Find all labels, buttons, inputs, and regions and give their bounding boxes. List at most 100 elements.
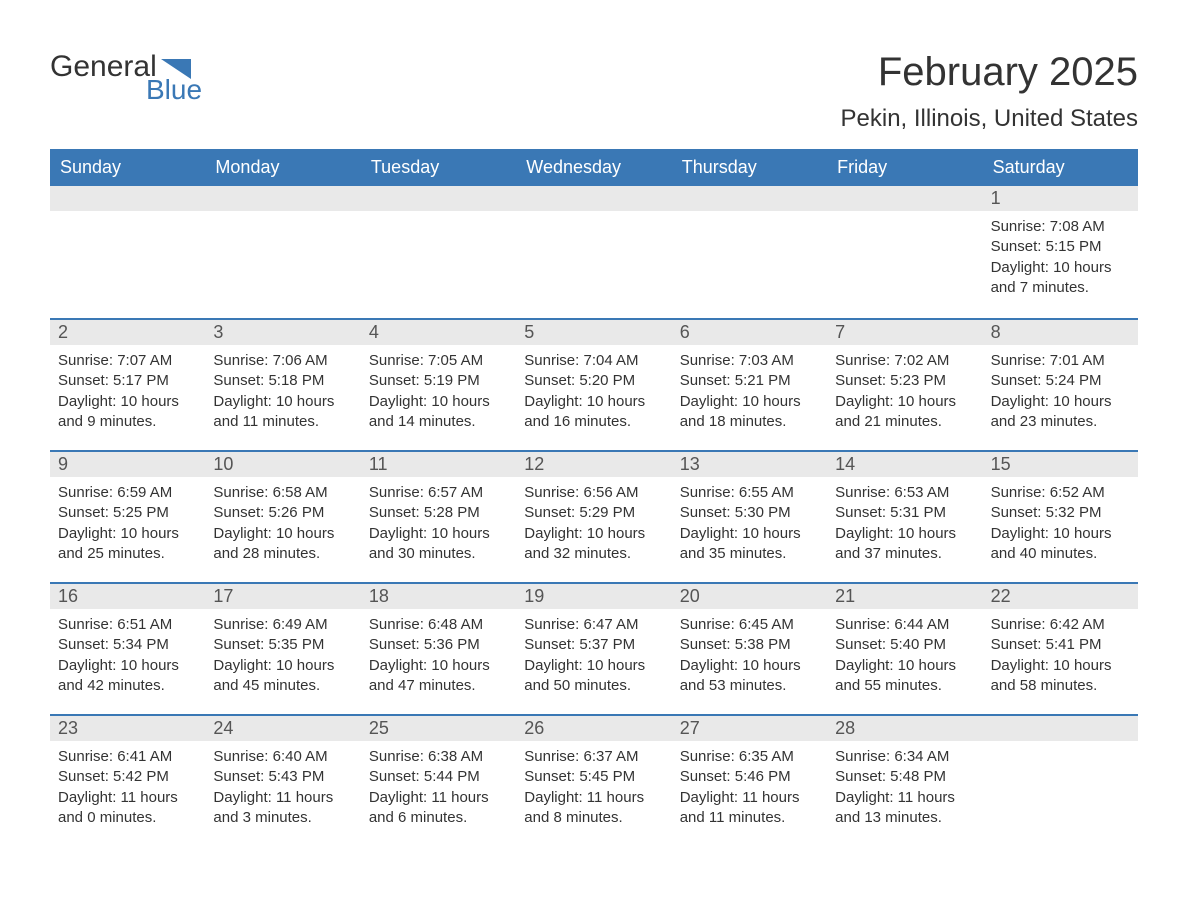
location-subtitle: Pekin, Illinois, United States (841, 105, 1138, 133)
sunrise-text: Sunrise: 6:34 AM (835, 747, 974, 767)
sunrise-text: Sunrise: 6:38 AM (369, 747, 508, 767)
sunrise-text: Sunrise: 6:41 AM (58, 747, 197, 767)
sunset-text: Sunset: 5:46 PM (680, 767, 819, 787)
sunset-text: Sunset: 5:36 PM (369, 635, 508, 655)
day-cell: 28Sunrise: 6:34 AMSunset: 5:48 PMDayligh… (827, 716, 982, 832)
day-number: 22 (983, 584, 1138, 609)
dow-friday: Friday (827, 149, 982, 186)
sunset-text: Sunset: 5:17 PM (58, 371, 197, 391)
calendar-week: 23Sunrise: 6:41 AMSunset: 5:42 PMDayligh… (50, 714, 1138, 832)
day-cell: 18Sunrise: 6:48 AMSunset: 5:36 PMDayligh… (361, 584, 516, 700)
day-details: Sunrise: 6:56 AMSunset: 5:29 PMDaylight:… (516, 477, 671, 568)
day-number: 3 (205, 320, 360, 345)
day-number (516, 186, 671, 211)
day-number: 9 (50, 452, 205, 477)
day-cell (827, 186, 982, 304)
day-cell: 15Sunrise: 6:52 AMSunset: 5:32 PMDayligh… (983, 452, 1138, 568)
daylight-text: Daylight: 10 hours and 50 minutes. (524, 656, 663, 697)
dow-wednesday: Wednesday (516, 149, 671, 186)
logo-text-blue: Blue (146, 74, 202, 106)
weeks-container: 1Sunrise: 7:08 AMSunset: 5:15 PMDaylight… (50, 186, 1138, 832)
logo: General Blue (50, 50, 202, 106)
day-cell: 17Sunrise: 6:49 AMSunset: 5:35 PMDayligh… (205, 584, 360, 700)
day-cell (516, 186, 671, 304)
day-number: 17 (205, 584, 360, 609)
day-details: Sunrise: 7:04 AMSunset: 5:20 PMDaylight:… (516, 345, 671, 436)
day-number: 5 (516, 320, 671, 345)
daylight-text: Daylight: 10 hours and 47 minutes. (369, 656, 508, 697)
day-number: 26 (516, 716, 671, 741)
day-number (50, 186, 205, 211)
sunrise-text: Sunrise: 6:42 AM (991, 615, 1130, 635)
sunset-text: Sunset: 5:30 PM (680, 503, 819, 523)
day-number: 15 (983, 452, 1138, 477)
sunset-text: Sunset: 5:26 PM (213, 503, 352, 523)
daylight-text: Daylight: 10 hours and 9 minutes. (58, 392, 197, 433)
sunrise-text: Sunrise: 6:35 AM (680, 747, 819, 767)
daylight-text: Daylight: 10 hours and 18 minutes. (680, 392, 819, 433)
sunrise-text: Sunrise: 7:04 AM (524, 351, 663, 371)
day-details: Sunrise: 7:05 AMSunset: 5:19 PMDaylight:… (361, 345, 516, 436)
day-cell (50, 186, 205, 304)
day-cell (205, 186, 360, 304)
day-details: Sunrise: 7:03 AMSunset: 5:21 PMDaylight:… (672, 345, 827, 436)
daylight-text: Daylight: 11 hours and 13 minutes. (835, 788, 974, 829)
day-cell: 11Sunrise: 6:57 AMSunset: 5:28 PMDayligh… (361, 452, 516, 568)
daylight-text: Daylight: 10 hours and 25 minutes. (58, 524, 197, 565)
day-cell: 14Sunrise: 6:53 AMSunset: 5:31 PMDayligh… (827, 452, 982, 568)
day-cell: 25Sunrise: 6:38 AMSunset: 5:44 PMDayligh… (361, 716, 516, 832)
sunrise-text: Sunrise: 6:48 AM (369, 615, 508, 635)
daylight-text: Daylight: 10 hours and 32 minutes. (524, 524, 663, 565)
sunrise-text: Sunrise: 6:37 AM (524, 747, 663, 767)
day-number: 11 (361, 452, 516, 477)
sunset-text: Sunset: 5:20 PM (524, 371, 663, 391)
sunset-text: Sunset: 5:42 PM (58, 767, 197, 787)
sunrise-text: Sunrise: 6:44 AM (835, 615, 974, 635)
sunrise-text: Sunrise: 6:45 AM (680, 615, 819, 635)
sunset-text: Sunset: 5:45 PM (524, 767, 663, 787)
daylight-text: Daylight: 10 hours and 28 minutes. (213, 524, 352, 565)
sunrise-text: Sunrise: 6:55 AM (680, 483, 819, 503)
day-cell: 16Sunrise: 6:51 AMSunset: 5:34 PMDayligh… (50, 584, 205, 700)
day-number: 19 (516, 584, 671, 609)
sunrise-text: Sunrise: 6:56 AM (524, 483, 663, 503)
day-number: 10 (205, 452, 360, 477)
day-cell: 4Sunrise: 7:05 AMSunset: 5:19 PMDaylight… (361, 320, 516, 436)
day-number: 14 (827, 452, 982, 477)
title-block: February 2025 Pekin, Illinois, United St… (841, 50, 1138, 133)
day-details: Sunrise: 6:58 AMSunset: 5:26 PMDaylight:… (205, 477, 360, 568)
sunrise-text: Sunrise: 7:07 AM (58, 351, 197, 371)
day-details: Sunrise: 6:53 AMSunset: 5:31 PMDaylight:… (827, 477, 982, 568)
day-number (205, 186, 360, 211)
day-cell: 1Sunrise: 7:08 AMSunset: 5:15 PMDaylight… (983, 186, 1138, 304)
sunset-text: Sunset: 5:25 PM (58, 503, 197, 523)
sunset-text: Sunset: 5:29 PM (524, 503, 663, 523)
sunset-text: Sunset: 5:18 PM (213, 371, 352, 391)
day-cell: 24Sunrise: 6:40 AMSunset: 5:43 PMDayligh… (205, 716, 360, 832)
sunset-text: Sunset: 5:34 PM (58, 635, 197, 655)
day-number (361, 186, 516, 211)
daylight-text: Daylight: 10 hours and 35 minutes. (680, 524, 819, 565)
header: General Blue February 2025 Pekin, Illino… (50, 50, 1138, 133)
day-number (827, 186, 982, 211)
daylight-text: Daylight: 11 hours and 6 minutes. (369, 788, 508, 829)
sunset-text: Sunset: 5:23 PM (835, 371, 974, 391)
day-details: Sunrise: 7:01 AMSunset: 5:24 PMDaylight:… (983, 345, 1138, 436)
day-details: Sunrise: 6:51 AMSunset: 5:34 PMDaylight:… (50, 609, 205, 700)
day-details: Sunrise: 6:42 AMSunset: 5:41 PMDaylight:… (983, 609, 1138, 700)
sunset-text: Sunset: 5:19 PM (369, 371, 508, 391)
day-number: 12 (516, 452, 671, 477)
calendar: Sunday Monday Tuesday Wednesday Thursday… (50, 149, 1138, 832)
sunrise-text: Sunrise: 6:49 AM (213, 615, 352, 635)
day-cell: 6Sunrise: 7:03 AMSunset: 5:21 PMDaylight… (672, 320, 827, 436)
daylight-text: Daylight: 10 hours and 11 minutes. (213, 392, 352, 433)
day-cell: 7Sunrise: 7:02 AMSunset: 5:23 PMDaylight… (827, 320, 982, 436)
daylight-text: Daylight: 11 hours and 8 minutes. (524, 788, 663, 829)
sunrise-text: Sunrise: 6:52 AM (991, 483, 1130, 503)
day-details: Sunrise: 6:49 AMSunset: 5:35 PMDaylight:… (205, 609, 360, 700)
sunrise-text: Sunrise: 7:08 AM (991, 217, 1130, 237)
day-number: 27 (672, 716, 827, 741)
daylight-text: Daylight: 11 hours and 0 minutes. (58, 788, 197, 829)
day-details: Sunrise: 6:52 AMSunset: 5:32 PMDaylight:… (983, 477, 1138, 568)
day-number: 7 (827, 320, 982, 345)
